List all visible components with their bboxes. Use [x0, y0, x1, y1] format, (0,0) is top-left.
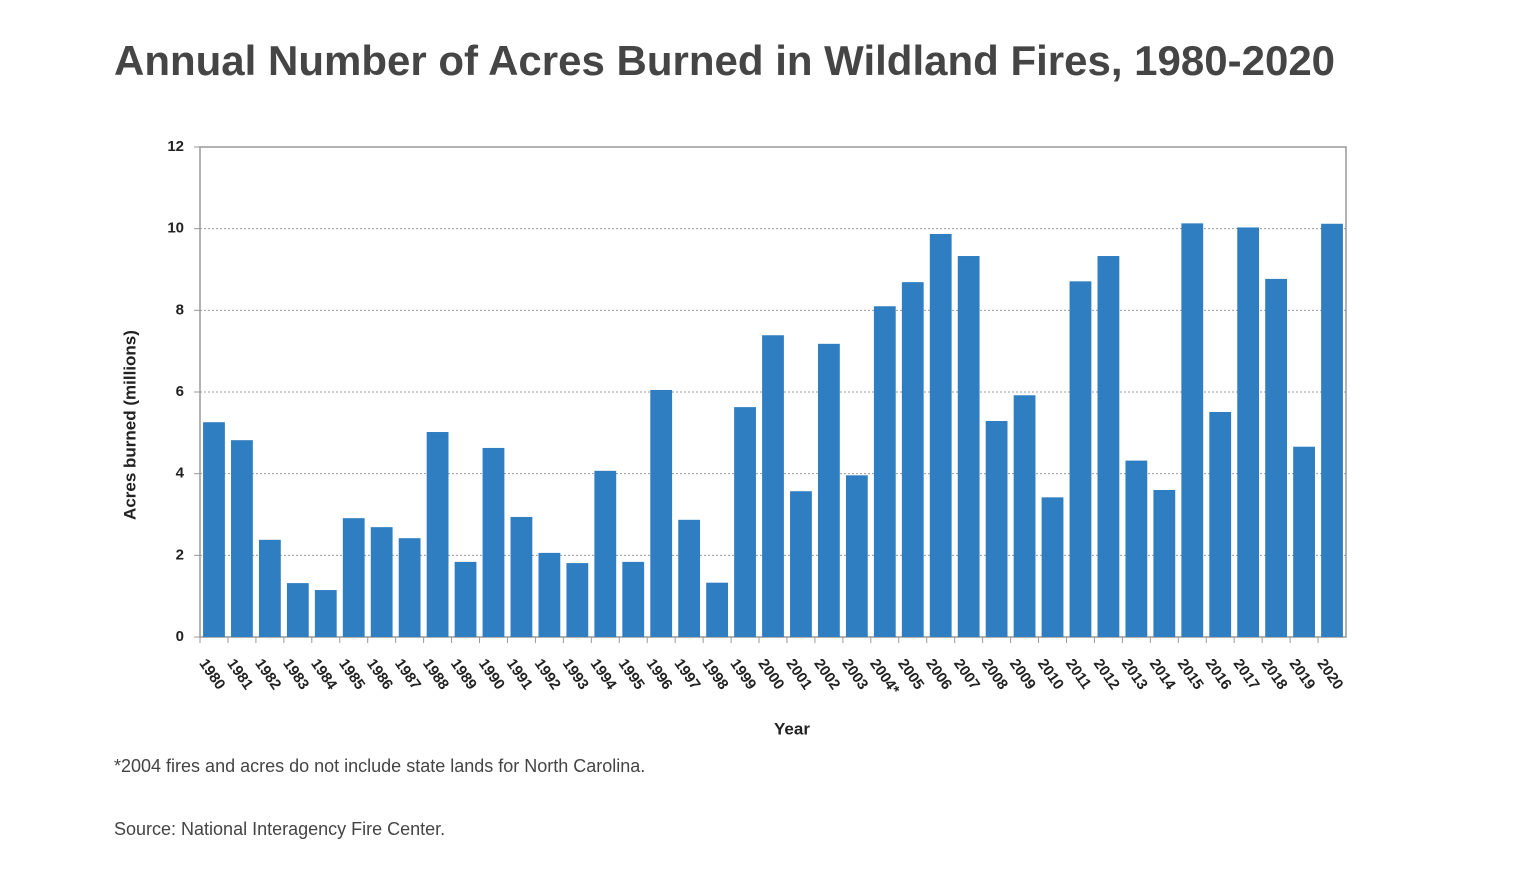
bar	[1265, 278, 1288, 637]
bar	[1125, 460, 1148, 637]
bar	[1153, 490, 1176, 637]
x-tick-label: 1998	[699, 656, 732, 693]
x-tick-label: 2020	[1313, 656, 1346, 693]
bar	[1181, 223, 1204, 637]
x-tick-label: 2002	[810, 656, 843, 693]
y-tick-label: 6	[176, 383, 184, 400]
bar	[1041, 497, 1064, 637]
bar	[1321, 223, 1343, 637]
bar	[622, 561, 645, 637]
x-tick-label: 1982	[251, 656, 284, 693]
x-tick-label: 1990	[475, 656, 508, 693]
x-tick-label: 2018	[1258, 656, 1291, 693]
x-tick-label: 2016	[1202, 656, 1235, 693]
bar	[1293, 446, 1315, 637]
bar	[258, 539, 281, 637]
x-tick-label: 1993	[559, 656, 592, 693]
y-tick-label: 10	[167, 220, 184, 237]
x-tick-label: 1981	[223, 656, 256, 693]
x-axis-title: Year	[774, 719, 810, 738]
bar	[678, 519, 701, 637]
x-tick-label: 1983	[279, 656, 312, 693]
bar	[1097, 256, 1120, 637]
x-tick-label: 2003	[838, 656, 871, 693]
x-tick-label: 1987	[391, 656, 424, 693]
y-tick-label: 0	[176, 628, 184, 645]
bar	[314, 590, 337, 637]
x-tick-label: 1980	[195, 656, 228, 693]
bar	[1013, 395, 1036, 637]
x-tick-label: 2001	[782, 656, 815, 693]
chart-title: Annual Number of Acres Burned in Wildlan…	[114, 37, 1335, 84]
x-tick-label: 1994	[587, 656, 620, 694]
bar	[734, 407, 756, 637]
bar	[286, 583, 309, 637]
bar	[482, 447, 505, 637]
x-tick-label: 2006	[922, 656, 955, 693]
bar	[594, 470, 617, 637]
bar	[566, 563, 589, 637]
x-tick-label: 1985	[335, 656, 368, 693]
bar	[818, 343, 840, 637]
bar	[231, 440, 253, 637]
footnote: *2004 fires and acres do not include sta…	[114, 756, 645, 776]
bar	[1237, 227, 1260, 638]
bar	[957, 256, 980, 637]
x-tick-label: 2015	[1174, 656, 1207, 693]
x-tick-label: 1991	[503, 656, 536, 693]
bar	[650, 389, 673, 637]
x-tick-label: 2019	[1286, 656, 1319, 693]
x-tick-label: 1999	[727, 656, 760, 693]
y-tick-label: 2	[176, 546, 184, 563]
bar	[1209, 412, 1232, 637]
bar	[454, 561, 477, 637]
x-tick-label: 2017	[1230, 656, 1263, 693]
x-tick-label: 2014	[1146, 656, 1179, 694]
x-tick-label: 2000	[754, 656, 787, 693]
x-tick-label: 2011	[1062, 656, 1095, 692]
x-tick-label: 2004*	[866, 656, 903, 698]
x-tick-label: 1988	[419, 656, 452, 693]
x-tick-label: 1992	[531, 656, 564, 693]
bar	[426, 432, 449, 637]
y-tick-label: 8	[176, 301, 184, 318]
x-tick-label: 2013	[1118, 656, 1151, 693]
bar	[762, 335, 784, 637]
bar	[901, 282, 924, 637]
x-tick-label: 1986	[363, 656, 396, 693]
source: Source: National Interagency Fire Center…	[114, 819, 445, 839]
bar	[845, 475, 868, 637]
x-tick-label: 1989	[447, 656, 480, 693]
x-tick-label: 2010	[1034, 656, 1067, 693]
x-tick-label: 1997	[671, 656, 704, 693]
y-axis-title: Acres burned (millions)	[120, 330, 139, 520]
bar	[342, 518, 365, 637]
x-tick-label: 1995	[615, 656, 648, 693]
bar	[203, 422, 225, 637]
y-tick-label: 12	[167, 138, 184, 155]
x-tick-label: 1984	[307, 656, 340, 694]
bar	[1069, 281, 1092, 637]
x-tick-label: 1996	[643, 656, 676, 693]
bar	[790, 491, 812, 637]
x-tick-label: 2007	[950, 656, 983, 693]
bar	[929, 233, 952, 637]
bar	[398, 538, 421, 637]
bar	[510, 516, 533, 637]
x-tick-label: 2012	[1090, 656, 1123, 693]
y-tick-label: 4	[176, 465, 185, 482]
x-tick-label: 2008	[978, 656, 1011, 693]
bar	[370, 527, 393, 637]
bar	[985, 420, 1008, 637]
bar	[873, 306, 896, 637]
x-tick-label: 2009	[1006, 656, 1039, 693]
bar	[706, 582, 728, 637]
bar	[538, 552, 561, 637]
